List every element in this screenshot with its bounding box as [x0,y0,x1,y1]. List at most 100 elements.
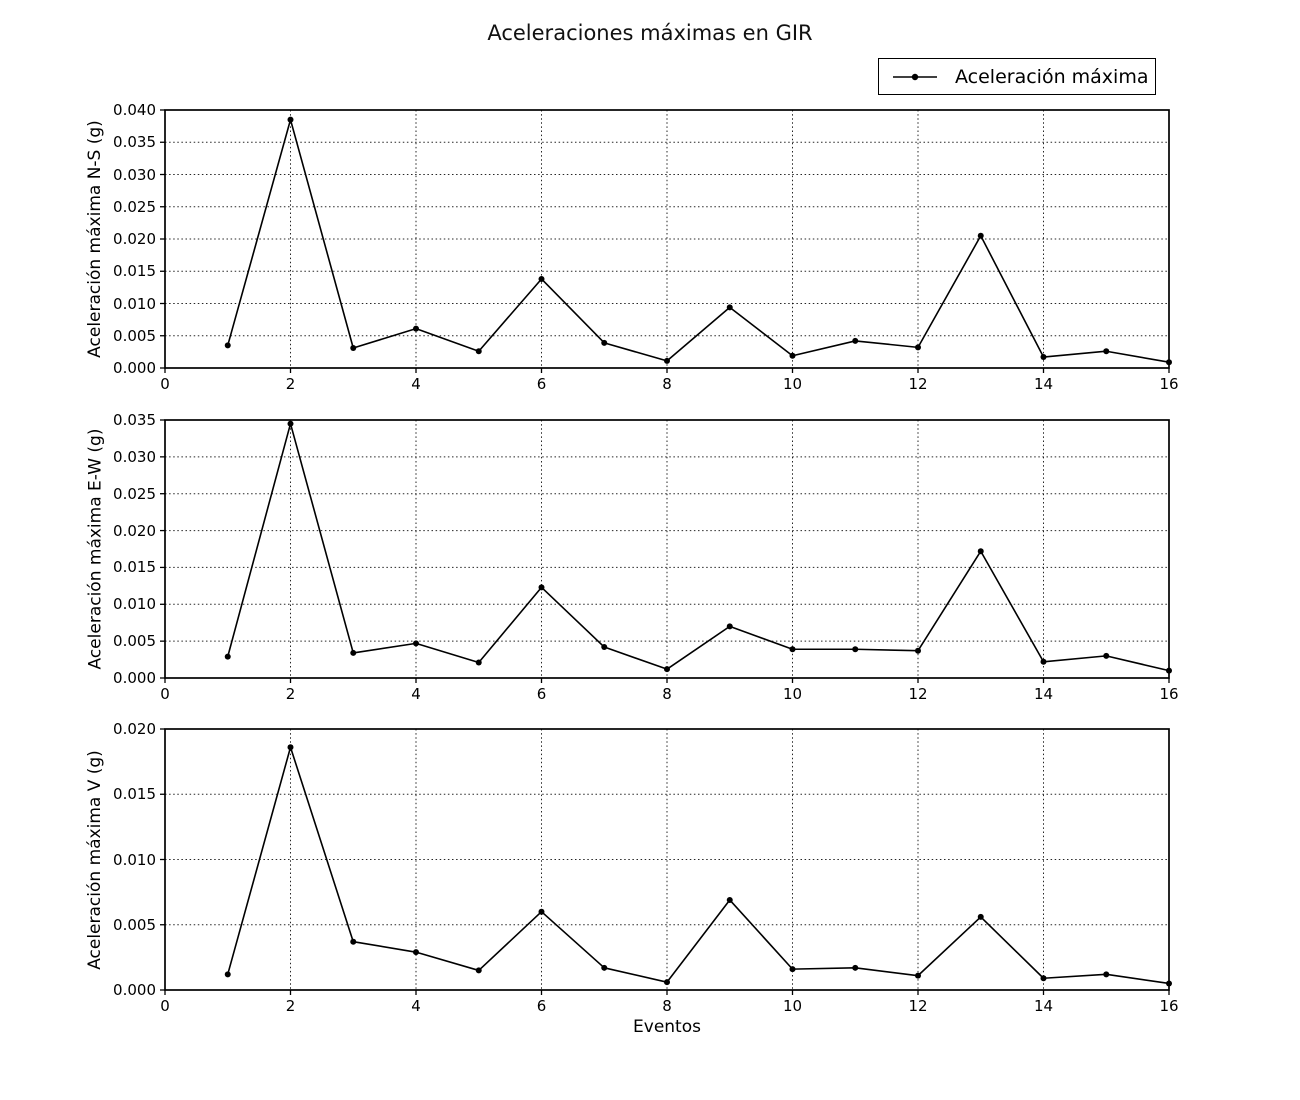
y-tick-label: 0.040 [113,101,156,119]
plot-area [160,419,1172,683]
x-tick-label: 4 [411,685,421,703]
x-tick-label: 16 [1159,685,1179,703]
x-tick-label: 14 [1033,685,1054,703]
data-point-marker [224,653,231,660]
data-point-marker [224,971,231,978]
x-tick-label: 10 [782,375,803,393]
data-point-marker [538,584,545,591]
y-tick-label: 0.005 [113,915,156,934]
data-line [226,118,1170,363]
data-point-marker [538,908,545,915]
y-tick-label: 0.020 [113,230,156,248]
axes-spines [164,419,1170,679]
x-tick-label: 12 [908,997,928,1015]
data-point-marker [852,337,859,344]
y-tick-label: 0.015 [113,558,156,577]
axes-spines [164,728,1170,991]
legend-line-marker-icon [893,73,937,80]
data-point-marker [726,896,733,903]
x-tick-label: 2 [285,375,296,393]
data-point-marker [1040,658,1047,665]
axes-spines [164,109,1170,369]
subplot-ns [160,109,1172,373]
data-point-marker [852,964,859,971]
data-point-marker [350,345,357,352]
x-tick-label: 4 [411,997,421,1015]
y-tick-label: 0.000 [113,981,156,999]
x-tick-label: 0 [160,375,170,393]
y-tick-label: 0.005 [113,326,156,345]
y-tick-label: 0.020 [113,521,156,540]
data-point-marker [287,420,294,427]
x-tick-label: 6 [536,685,547,703]
data-point-marker [1103,971,1110,978]
data-point-marker [1103,348,1110,355]
y-tick-label: 0.000 [113,359,156,377]
data-line [226,422,1170,672]
y-tick-label: 0.015 [113,262,156,281]
data-point-marker [475,659,482,666]
data-point-marker [1040,975,1047,982]
x-tick-label: 6 [536,997,547,1015]
data-point-marker [789,966,796,973]
data-point-marker [287,744,294,751]
x-tick-label: 14 [1033,997,1054,1015]
data-point-marker [475,348,482,355]
data-point-marker [977,232,984,239]
y-tick-label: 0.025 [113,484,156,503]
x-tick-label: 2 [285,685,296,703]
data-point-marker [413,640,419,647]
x-axis-label: Eventos [633,1017,701,1037]
data-point-marker [977,913,984,920]
x-tick-label: 10 [782,997,803,1015]
data-point-marker [413,325,419,332]
y-tick-label: 0.035 [113,411,156,429]
data-point-marker [601,964,608,971]
x-tick-label: 16 [1159,997,1179,1015]
data-point-marker [287,116,294,123]
figure-title: Aceleraciones máximas en GIR [487,21,813,45]
x-tick-label: 12 [908,685,928,703]
data-point-marker [664,979,670,986]
data-point-marker [726,304,733,311]
data-point-marker [1103,652,1110,659]
data-point-marker [350,649,357,656]
data-point-marker [601,644,608,651]
y-tick-label: 0.010 [113,850,156,869]
data-point-marker [789,646,796,653]
x-tick-label: 14 [1033,375,1054,393]
data-point-marker [413,949,419,956]
data-point-marker [852,646,859,653]
x-tick-label: 10 [782,685,803,703]
plot-area [160,109,1172,373]
data-point-marker [915,344,921,351]
data-point-marker [726,623,733,630]
subplot-ew [160,419,1172,683]
data-point-marker [664,666,670,673]
data-point-marker [789,352,796,359]
y-tick-label: 0.000 [113,669,156,687]
x-tick-label: 0 [160,997,170,1015]
y-tick-label: 0.015 [113,785,156,804]
data-point-marker [977,548,984,555]
legend: Aceleración máxima [878,58,1156,95]
data-point-marker [915,647,921,654]
y-tick-label: 0.010 [113,294,156,313]
y-tick-label: 0.030 [113,165,156,184]
x-tick-label: 8 [662,997,672,1015]
data-line [226,746,1170,985]
x-tick-label: 0 [160,685,170,703]
data-point-marker [915,972,921,979]
x-tick-label: 12 [908,375,928,393]
subplot-v [160,728,1172,995]
x-tick-label: 6 [536,375,547,393]
x-tick-label: 8 [662,685,672,703]
legend-label: Aceleración máxima [955,65,1149,88]
data-point-marker [538,275,545,282]
plot-area [160,728,1172,995]
data-point-marker [224,342,231,349]
data-point-marker [664,357,670,364]
x-tick-label: 2 [285,997,296,1015]
data-point-marker [1040,354,1047,361]
